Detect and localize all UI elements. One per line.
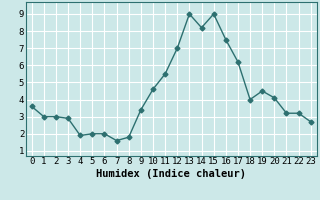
X-axis label: Humidex (Indice chaleur): Humidex (Indice chaleur) <box>96 169 246 179</box>
